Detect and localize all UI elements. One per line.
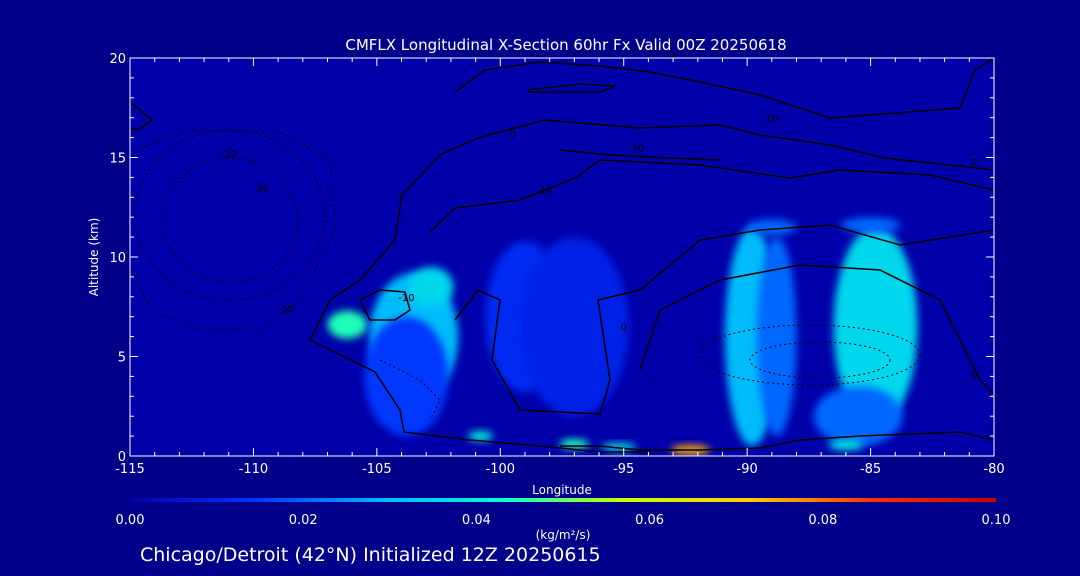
zero-contour-upper bbox=[309, 119, 994, 341]
x-axis: -115 -110 -105 -100 -95 -90 -85 -80 bbox=[115, 58, 1005, 477]
colorbar-tick-label: 0.04 bbox=[462, 513, 491, 528]
zero-contour-mid bbox=[454, 224, 994, 415]
colorbar: 0.00 0.02 0.04 0.06 0.08 0.10 (kg/m²/s) bbox=[116, 498, 1011, 542]
y-tick-label: 15 bbox=[109, 152, 126, 167]
contour-label: 0 bbox=[670, 50, 676, 61]
flux-shaded-region bbox=[757, 237, 797, 437]
colorbar-tick-label: 0.10 bbox=[982, 513, 1011, 528]
dotted-contour-east-1 bbox=[699, 324, 921, 386]
x-tick-label: -80 bbox=[983, 462, 1004, 477]
contour-label: -10 bbox=[628, 144, 644, 155]
x-tick-label: -115 bbox=[115, 462, 145, 477]
footer-caption: Chicago/Detroit (42°N) Initialized 12Z 2… bbox=[140, 544, 601, 566]
contour-lines bbox=[130, 58, 994, 453]
x-tick-label: -95 bbox=[613, 462, 634, 477]
flux-shaded-region bbox=[327, 310, 367, 339]
y-axis: 0 5 10 15 20 bbox=[109, 52, 994, 465]
colorbar-tick-label: 0.02 bbox=[289, 513, 318, 528]
minus-ten-contour-band bbox=[429, 159, 994, 233]
flux-shaded-region bbox=[828, 440, 864, 451]
contour-label: -10 bbox=[398, 293, 414, 304]
flux-shaded-region bbox=[520, 237, 629, 417]
colorbar-bar bbox=[130, 498, 996, 502]
contour-label-layer: 0 0 0 0 0 -10 -10 10 -10 -10 -10 -20 bbox=[221, 50, 978, 381]
flux-shaded-region bbox=[364, 316, 449, 437]
x-tick-label: -105 bbox=[362, 462, 392, 477]
dotted-contour-west-3 bbox=[131, 129, 336, 331]
colorbar-tick-label: 0.06 bbox=[635, 513, 664, 528]
dotted-contour-east-2 bbox=[749, 341, 891, 379]
zero-contour-lower bbox=[309, 339, 650, 453]
ten-contour-top bbox=[527, 83, 616, 93]
contour-label: 0 bbox=[621, 323, 627, 334]
contour-label: 0 bbox=[971, 370, 977, 381]
zero-contour-top bbox=[454, 58, 994, 119]
west-edge-contour bbox=[130, 101, 154, 131]
y-tick-label: 0 bbox=[118, 450, 126, 465]
colorbar-tick-label: 0.08 bbox=[808, 513, 837, 528]
flux-shaded-region bbox=[408, 266, 454, 307]
flux-shaded-region bbox=[833, 227, 918, 427]
flux-shaded-region bbox=[559, 439, 590, 450]
contour-label: 0 bbox=[509, 130, 515, 141]
contour-label: 0 bbox=[971, 157, 977, 168]
chart-title: CMFLX Longitudinal X-Section 60hr Fx Val… bbox=[345, 36, 786, 54]
colorbar-units-label: (kg/m²/s) bbox=[536, 528, 591, 542]
y-tick-label: 20 bbox=[109, 52, 126, 67]
dotted-contour-west-2 bbox=[134, 129, 326, 301]
x-tick-label: -85 bbox=[860, 462, 881, 477]
y-tick-label: 5 bbox=[118, 351, 126, 366]
flux-shading-layer bbox=[327, 217, 918, 456]
contour-label: 10 bbox=[765, 114, 778, 125]
x-axis-label: Longitude bbox=[532, 483, 592, 497]
colorbar-tick-label: 0.00 bbox=[116, 513, 145, 528]
zero-contour-east bbox=[639, 264, 994, 396]
minus-ten-contour-inner bbox=[559, 149, 721, 161]
contour-label: -10 bbox=[537, 185, 553, 196]
y-axis-label: Altitude (km) bbox=[87, 218, 101, 297]
dotted-negative-contours bbox=[131, 129, 921, 421]
y-tick-label: 10 bbox=[109, 251, 126, 266]
colorbar-ticks: 0.00 0.02 0.04 0.06 0.08 0.10 bbox=[116, 513, 1011, 528]
minus-ten-contour-west bbox=[358, 289, 411, 321]
flux-shaded-region bbox=[813, 386, 903, 447]
x-tick-label: -90 bbox=[737, 462, 758, 477]
plot-area: 0 0 0 0 0 -10 -10 10 -10 -10 -10 -20 bbox=[129, 50, 995, 457]
x-tick-label: -100 bbox=[486, 462, 516, 477]
x-tick-label: -110 bbox=[239, 462, 269, 477]
contour-label: -20 bbox=[253, 183, 269, 194]
dotted-contour-west-1 bbox=[161, 157, 299, 283]
flux-shaded-region bbox=[747, 219, 797, 236]
contour-label: -10 bbox=[221, 150, 237, 161]
flux-shaded-region bbox=[468, 431, 493, 442]
contour-label: -10 bbox=[277, 305, 293, 316]
zero-contour-surface bbox=[560, 431, 994, 451]
flux-shaded-region bbox=[840, 217, 901, 234]
